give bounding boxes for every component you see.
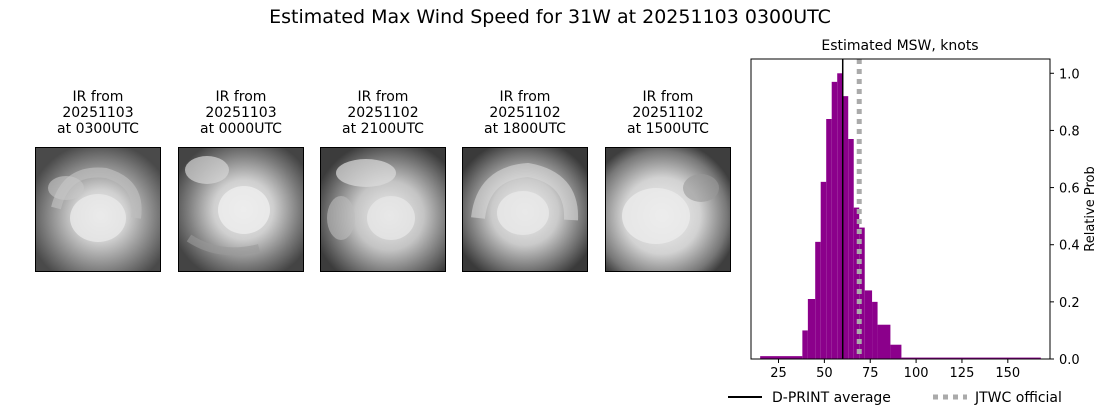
histogram-bar-8	[837, 73, 843, 360]
chart-title: Estimated MSW, knots	[821, 38, 978, 54]
ir-panel-3-title: IR from 20251102 at 2100UTC	[320, 89, 446, 137]
y-tick-label: 0.2	[1059, 296, 1080, 311]
ir-panel-2-title-line1: IR from	[215, 89, 267, 105]
x-tick-label: 100	[904, 366, 929, 381]
plot-frame	[750, 58, 1051, 360]
x-tick-label: 150	[995, 366, 1020, 381]
ir-panel-5-title-line3: at 1500UTC	[627, 121, 709, 137]
ir-panel-4-title: IR from 20251102 at 1800UTC	[462, 89, 588, 137]
figure-title: Estimated Max Wind Speed for 31W at 2025…	[269, 6, 831, 28]
ir-image-5	[605, 147, 731, 272]
histogram-bar-1	[760, 356, 803, 359]
histogram-bar-10	[848, 139, 854, 359]
histogram-bar-3	[807, 299, 816, 359]
y-axis-label: Relative Prob	[1083, 166, 1098, 251]
ir-panel-4: IR from 20251102 at 1800UTC	[462, 89, 588, 272]
histogram-bar-16	[890, 344, 902, 359]
y-tick-label: 0.8	[1059, 124, 1080, 139]
histogram-bar-9	[842, 96, 849, 360]
histogram-bar-14	[872, 301, 878, 359]
ir-image-4	[462, 147, 588, 272]
chart-legend: D-PRINT average JTWC official	[728, 390, 1062, 406]
histogram-bar-7	[831, 81, 838, 359]
ir-panel-5: IR from 20251102 at 1500UTC	[605, 89, 731, 272]
ir-panel-2-title: IR from 20251103 at 0000UTC	[178, 89, 304, 137]
x-tick-label: 25	[770, 366, 787, 381]
ir-panel-4-title-line2: 20251102	[489, 105, 561, 121]
ir-panel-2-title-line3: at 0000UTC	[200, 121, 282, 137]
ir-panel-1-title-line2: 20251103	[62, 105, 134, 121]
ir-panel-3-title-line3: at 2100UTC	[342, 121, 424, 137]
histogram-bar-11	[853, 207, 860, 359]
histogram-bar-12	[859, 227, 865, 359]
ir-panel-1: IR from 20251103 at 0300UTC	[35, 89, 161, 272]
y-tick-label: 0.0	[1059, 353, 1080, 368]
ir-panel-4-title-line1: IR from	[499, 89, 551, 105]
legend-jtwc-label: JTWC official	[974, 390, 1062, 406]
ir-panel-5-title: IR from 20251102 at 1500UTC	[605, 89, 731, 137]
ir-panel-1-title-line1: IR from	[72, 89, 124, 105]
ir-panel-1-title-line3: at 0300UTC	[57, 121, 139, 137]
histogram-bar-13	[864, 290, 873, 359]
y-tick-label: 1.0	[1059, 67, 1080, 82]
ir-image-2	[178, 147, 304, 272]
ir-panel-4-title-line3: at 1800UTC	[484, 121, 566, 137]
histogram-bar-6	[826, 119, 832, 359]
x-tick-label: 75	[862, 366, 879, 381]
ir-panel-3-title-line1: IR from	[357, 89, 409, 105]
ir-image-1	[35, 147, 161, 272]
y-tick-label: 0.4	[1059, 239, 1080, 254]
y-tick-label: 0.6	[1059, 182, 1080, 197]
ir-panel-3: IR from 20251102 at 2100UTC	[320, 89, 446, 272]
histogram-bar-4	[815, 241, 821, 359]
histogram-bar-15	[877, 324, 891, 359]
ir-panel-1-title: IR from 20251103 at 0300UTC	[35, 89, 161, 137]
x-tick-label: 50	[816, 366, 833, 381]
histogram-bar-5	[820, 181, 827, 359]
ir-panel-3-title-line2: 20251102	[347, 105, 419, 121]
ir-panel-2-title-line2: 20251103	[205, 105, 277, 121]
ir-panel-5-title-line2: 20251102	[632, 105, 704, 121]
histogram-bar-17	[901, 357, 1041, 359]
ir-image-3	[320, 147, 446, 272]
ir-panel-5-title-line1: IR from	[642, 89, 694, 105]
ir-panel-2: IR from 20251103 at 0000UTC	[178, 89, 304, 272]
legend-dprint-label: D-PRINT average	[772, 390, 891, 406]
x-tick-label: 125	[950, 366, 975, 381]
histogram-bar-2	[802, 330, 808, 359]
